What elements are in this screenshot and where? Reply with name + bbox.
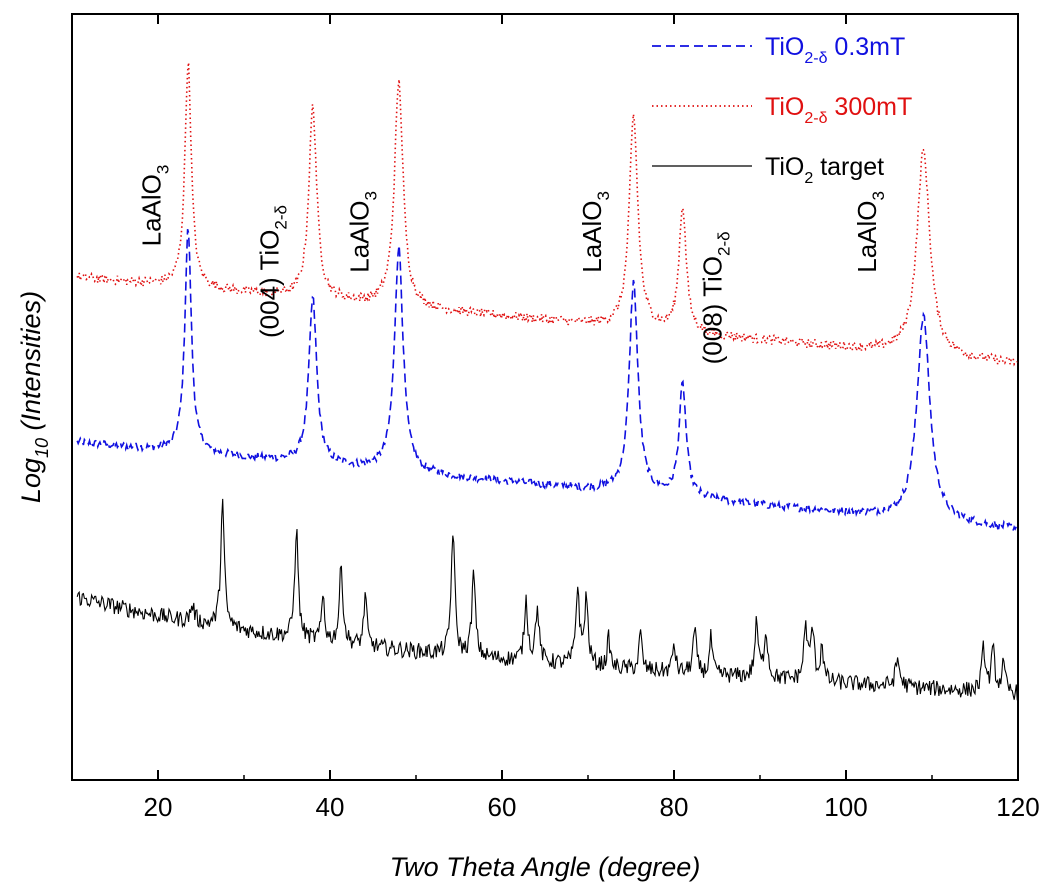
legend-label-sub: 2	[804, 170, 813, 187]
x-tick-label: 80	[660, 792, 689, 822]
legend-label: TiO2-δ 300mT	[765, 93, 912, 127]
x-ticks: 20 40 60 80 100 120	[144, 14, 1040, 822]
peak-label-main: TiO	[254, 230, 284, 271]
peak-label-main: LaAlO	[852, 201, 882, 273]
x-tick-label: 100	[824, 792, 867, 822]
legend-label-rest: 300mT	[827, 93, 912, 121]
legend-label-base: TiO	[765, 33, 804, 61]
series-tio2-03mt	[76, 229, 1019, 531]
peak-label: LaAlO3	[577, 191, 613, 273]
legend-label: TiO2 target	[765, 153, 884, 187]
legend-label-base: TiO	[765, 153, 804, 181]
peak-label-main: LaAlO	[345, 201, 375, 273]
peak-label-sub: 3	[869, 191, 888, 200]
legend-label-sub: 2-δ	[804, 110, 827, 127]
peak-label: LaAlO3	[137, 165, 173, 247]
peak-label-sub: 2-δ	[714, 231, 733, 256]
legend-label-rest: 0.3mT	[827, 33, 905, 61]
legend-label: TiO2-δ 0.3mT	[765, 33, 905, 67]
series-layer	[76, 62, 1019, 701]
legend-label-rest: target	[813, 153, 884, 181]
peak-label-sub: 3	[154, 165, 173, 174]
peak-label: (004) TiO2-δ	[254, 205, 290, 338]
legend-label-base: TiO	[765, 93, 804, 121]
x-axis-title: Two Theta Angle (degree)	[390, 852, 701, 882]
peak-label-main: LaAlO	[137, 174, 167, 246]
y-axis-title-rest: (Intensities)	[16, 291, 46, 438]
x-tick-label: 60	[488, 792, 517, 822]
legend-label-sub: 2-δ	[804, 50, 827, 67]
plot-frame	[71, 13, 1019, 781]
peak-label: (008) TiO2-δ	[697, 231, 733, 364]
series-tio2-300mt	[76, 62, 1018, 367]
y-axis-title-main: Log	[16, 458, 46, 503]
peak-label: LaAlO3	[345, 191, 381, 273]
x-tick-label: 20	[144, 792, 173, 822]
peak-label: LaAlO3	[852, 191, 888, 273]
series-tio2-target	[76, 498, 1018, 701]
peak-label-prefix: (004)	[254, 271, 284, 338]
peak-label-prefix: (008)	[697, 297, 727, 364]
peak-label-sub: 3	[362, 191, 381, 200]
peak-label-main: TiO	[697, 256, 727, 297]
x-tick-label: 120	[996, 792, 1039, 822]
y-axis-title: Log10 (Intensities)	[16, 291, 52, 503]
y-axis-title-sub: 10	[32, 438, 52, 458]
peak-label-main: LaAlO	[577, 201, 607, 273]
x-tick-label: 40	[316, 792, 345, 822]
peak-label-sub: 3	[594, 191, 613, 200]
peak-label-sub: 2-δ	[271, 205, 290, 230]
